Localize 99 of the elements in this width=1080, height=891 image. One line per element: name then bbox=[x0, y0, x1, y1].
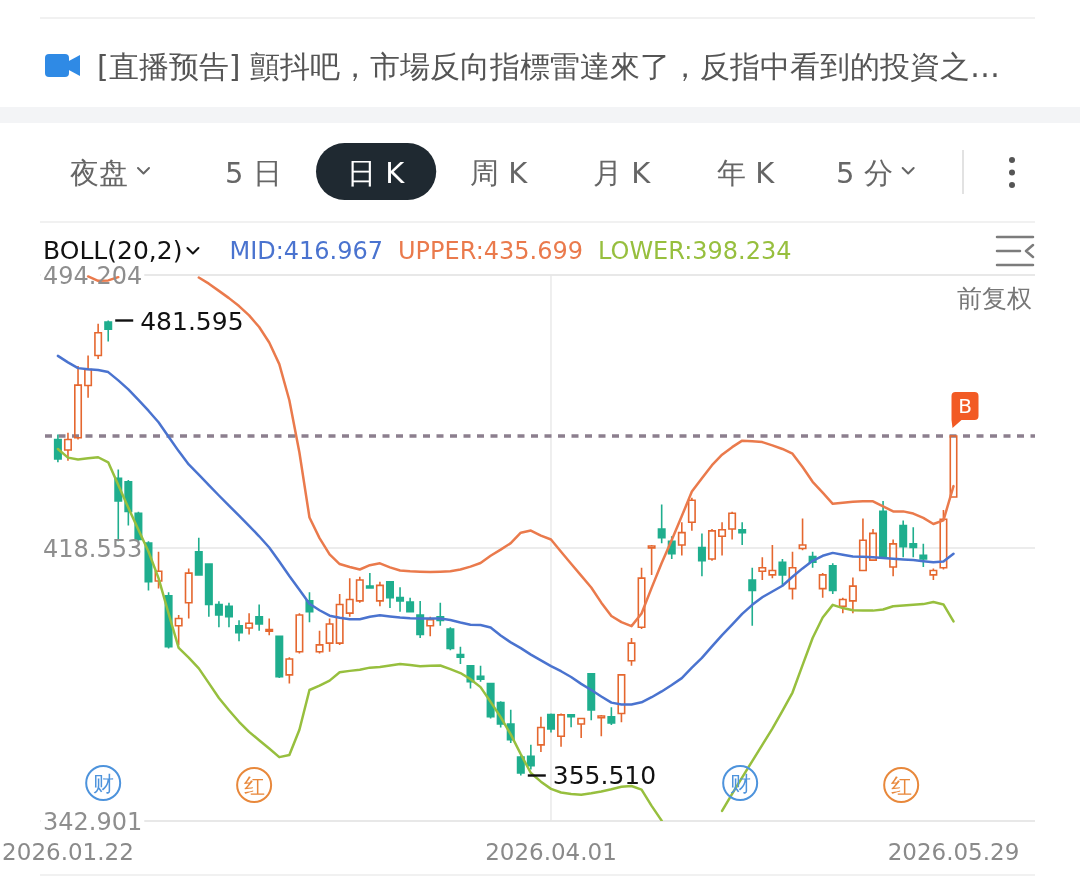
candlestick bbox=[868, 528, 878, 562]
candlestick bbox=[798, 517, 807, 552]
candlestick bbox=[818, 572, 827, 599]
text: [直播预告] 顫抖吧，市場反向指標雷達來了，反指中看到的投資之… bbox=[97, 49, 1000, 84]
candlestick bbox=[627, 637, 636, 667]
candlestick bbox=[214, 600, 223, 629]
candlestick bbox=[194, 536, 203, 576]
legend-title: BOLL(20,2) bbox=[43, 236, 183, 265]
candlestick bbox=[325, 617, 334, 653]
candlestick bbox=[375, 580, 384, 608]
text: 夜盘 bbox=[70, 156, 128, 190]
candlestick bbox=[74, 365, 83, 441]
candlestick bbox=[929, 567, 938, 581]
candlestick bbox=[828, 562, 837, 595]
candlestick bbox=[758, 556, 767, 581]
candlestick bbox=[245, 612, 254, 636]
candlestick bbox=[577, 717, 586, 739]
candlestick bbox=[406, 596, 415, 613]
annotation: 红 bbox=[890, 773, 912, 798]
candlestick bbox=[718, 521, 727, 557]
candlestick bbox=[345, 577, 354, 618]
candlestick bbox=[335, 593, 344, 646]
x-tick-label: 2026.05.29 bbox=[887, 839, 1020, 865]
candlestick bbox=[567, 713, 576, 728]
candlestick bbox=[728, 510, 737, 541]
text: LOWER:398.234 bbox=[597, 237, 792, 265]
candlestick bbox=[617, 674, 626, 723]
candlestick bbox=[63, 431, 72, 462]
candlestick bbox=[446, 626, 455, 652]
candlestick bbox=[647, 544, 656, 576]
candlestick bbox=[919, 543, 928, 568]
candlestick bbox=[265, 617, 274, 636]
x-tick-label: 2026.04.01 bbox=[485, 839, 617, 865]
candlestick bbox=[738, 521, 747, 546]
candlestick bbox=[778, 558, 787, 587]
candlestick bbox=[939, 509, 948, 571]
candlestick bbox=[184, 567, 193, 620]
candlestick bbox=[949, 435, 958, 498]
candlestick bbox=[476, 665, 485, 683]
candlestick bbox=[677, 521, 686, 557]
annotation: 481.595 bbox=[140, 306, 244, 336]
candlestick bbox=[587, 672, 596, 722]
candlestick bbox=[396, 586, 405, 613]
candlestick bbox=[355, 575, 364, 604]
candlestick bbox=[53, 433, 62, 464]
candlestick bbox=[275, 635, 284, 679]
candlestick bbox=[607, 706, 616, 726]
candlestick bbox=[597, 714, 606, 737]
candlestick bbox=[687, 496, 696, 532]
annotation: 前复权 bbox=[957, 284, 1032, 313]
candlestick bbox=[858, 517, 867, 573]
candlestick bbox=[516, 754, 525, 777]
candlestick bbox=[365, 572, 374, 590]
text: 年 K bbox=[717, 156, 776, 190]
candlestick bbox=[909, 526, 918, 559]
candlestick bbox=[285, 656, 294, 685]
annotation: 财 bbox=[92, 771, 114, 796]
candlestick bbox=[838, 596, 847, 614]
text: 月 K bbox=[593, 156, 652, 190]
candlestick bbox=[174, 614, 183, 646]
annotation: B bbox=[958, 393, 972, 418]
candlestick bbox=[536, 715, 545, 753]
candlestick bbox=[385, 580, 394, 609]
candlestick bbox=[788, 551, 797, 601]
candlestick bbox=[657, 503, 666, 544]
text: 日 K bbox=[347, 156, 406, 190]
text: UPPER:435.699 bbox=[398, 237, 583, 265]
candlestick bbox=[255, 603, 264, 632]
candlestick bbox=[104, 319, 113, 343]
y-tick-label: 342.901 bbox=[43, 807, 143, 836]
candlestick bbox=[748, 566, 757, 627]
text: 周 K bbox=[470, 156, 529, 190]
candlestick bbox=[224, 601, 233, 629]
candlestick bbox=[204, 563, 213, 618]
candlestick bbox=[546, 712, 556, 734]
candlestick bbox=[315, 630, 324, 655]
candlestick bbox=[526, 744, 535, 771]
text: MID:416.967 bbox=[229, 237, 384, 265]
candlestick bbox=[889, 538, 898, 578]
candlestick bbox=[235, 619, 244, 643]
candlestick bbox=[456, 645, 465, 665]
text: 5 分 bbox=[836, 156, 893, 190]
candlestick bbox=[879, 500, 888, 559]
y-tick-label: 418.553 bbox=[43, 534, 143, 563]
candlestick bbox=[637, 566, 646, 630]
candlestick bbox=[697, 532, 706, 578]
candlestick bbox=[295, 612, 304, 655]
candlestick bbox=[768, 544, 777, 579]
candlestick bbox=[84, 354, 93, 399]
candlestick bbox=[848, 576, 857, 614]
candlestick bbox=[899, 519, 908, 559]
x-tick-label: 2026.01.22 bbox=[2, 839, 134, 865]
annotation: 红 bbox=[243, 773, 265, 798]
candlestick bbox=[557, 712, 566, 748]
candlestick bbox=[154, 551, 163, 590]
text: 5 日 bbox=[225, 156, 282, 190]
candlestick bbox=[707, 528, 717, 562]
candlestick bbox=[94, 322, 103, 360]
annotation: 355.510 bbox=[552, 761, 657, 791]
